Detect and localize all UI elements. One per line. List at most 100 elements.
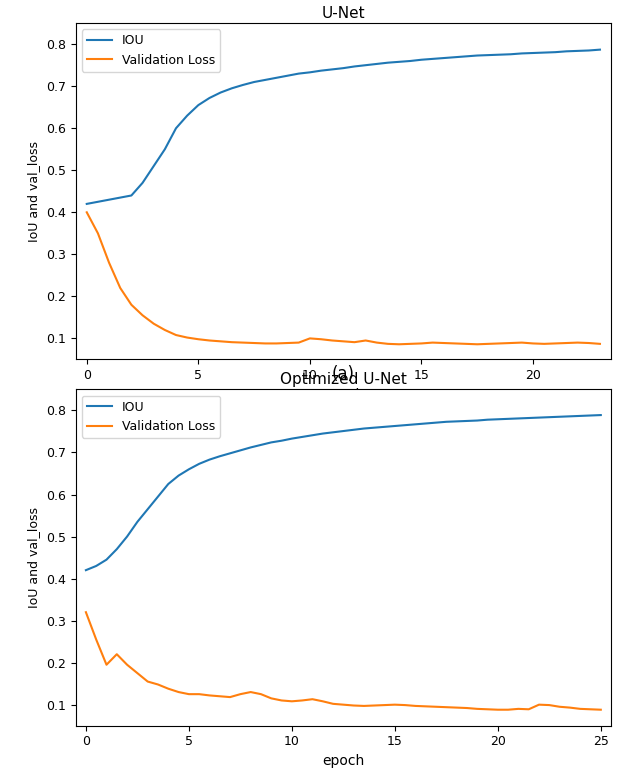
IOU — [597, 411, 605, 420]
IOU — [462, 52, 470, 61]
IOU — [384, 58, 392, 67]
Validation Loss — [596, 339, 604, 348]
IOU — [563, 46, 570, 56]
IOU — [453, 417, 461, 426]
Validation Loss — [484, 339, 492, 348]
Validation Loss — [318, 334, 325, 344]
Validation Loss — [451, 339, 459, 348]
IOU — [228, 83, 236, 93]
Validation Loss — [597, 705, 605, 714]
IOU — [161, 144, 169, 154]
Y-axis label: IoU and val_loss: IoU and val_loss — [27, 507, 40, 608]
Validation Loss — [529, 339, 537, 348]
Validation Loss — [563, 338, 570, 347]
Validation Loss — [183, 333, 191, 342]
Legend: IOU, Validation Loss: IOU, Validation Loss — [82, 396, 220, 438]
Validation Loss — [474, 340, 481, 349]
Validation Loss — [150, 319, 158, 328]
IOU — [139, 178, 146, 188]
Validation Loss — [273, 339, 280, 348]
Text: (a): (a) — [332, 365, 355, 384]
Validation Loss — [237, 689, 244, 699]
IOU — [82, 566, 89, 575]
Validation Loss — [551, 339, 559, 348]
Validation Loss — [239, 338, 247, 347]
Validation Loss — [373, 338, 381, 347]
IOU — [418, 55, 425, 64]
Validation Loss — [518, 338, 525, 347]
IOU — [518, 49, 525, 58]
IOU — [373, 59, 381, 69]
Validation Loss — [195, 689, 203, 699]
Validation Loss — [351, 337, 358, 347]
IOU — [117, 193, 124, 202]
IOU — [83, 199, 91, 208]
IOU — [362, 60, 369, 69]
IOU — [250, 77, 258, 86]
Validation Loss — [429, 338, 437, 347]
IOU — [195, 459, 203, 469]
Validation Loss — [418, 339, 425, 348]
IOU — [551, 48, 559, 57]
Validation Loss — [541, 339, 548, 348]
Validation Loss — [406, 339, 414, 348]
IOU — [541, 48, 548, 57]
IOU — [351, 62, 358, 71]
Validation Loss — [362, 336, 369, 345]
IOU — [306, 68, 314, 77]
IOU — [406, 56, 414, 66]
Line: IOU: IOU — [86, 415, 601, 571]
Validation Loss — [328, 336, 336, 345]
Validation Loss — [340, 337, 347, 346]
Title: U-Net: U-Net — [321, 5, 365, 21]
Validation Loss — [247, 687, 255, 696]
Validation Loss — [284, 338, 291, 347]
Line: IOU: IOU — [87, 49, 600, 204]
Validation Loss — [205, 336, 213, 345]
IOU — [239, 80, 247, 90]
IOU — [587, 411, 594, 420]
Validation Loss — [217, 337, 224, 346]
IOU — [94, 197, 101, 206]
IOU — [484, 50, 492, 59]
Validation Loss — [82, 608, 89, 617]
IOU — [183, 111, 191, 120]
IOU — [217, 88, 224, 97]
IOU — [247, 443, 255, 452]
IOU — [205, 93, 213, 103]
IOU — [105, 195, 113, 205]
Validation Loss — [507, 338, 515, 347]
Line: Validation Loss: Validation Loss — [87, 212, 600, 344]
Validation Loss — [306, 334, 314, 343]
IOU — [529, 49, 537, 58]
IOU — [440, 53, 447, 63]
Validation Loss — [440, 338, 447, 347]
IOU — [474, 51, 481, 60]
Title: Optimized U-Net: Optimized U-Net — [280, 372, 407, 387]
IOU — [396, 57, 403, 66]
X-axis label: epoch: epoch — [322, 388, 365, 401]
IOU — [507, 49, 515, 59]
Validation Loss — [462, 339, 470, 348]
X-axis label: epoch: epoch — [322, 754, 365, 768]
Validation Loss — [574, 338, 581, 347]
IOU — [574, 46, 581, 56]
IOU — [340, 63, 347, 73]
Validation Loss — [396, 340, 403, 349]
IOU — [328, 65, 336, 74]
Validation Loss — [585, 338, 593, 347]
IOU — [585, 46, 593, 55]
Validation Loss — [496, 339, 503, 348]
IOU — [284, 71, 291, 80]
Validation Loss — [422, 702, 430, 711]
IOU — [128, 191, 135, 200]
IOU — [318, 66, 325, 76]
IOU — [422, 419, 430, 428]
Validation Loss — [117, 283, 124, 293]
IOU — [273, 73, 280, 83]
Validation Loss — [494, 705, 501, 714]
Validation Loss — [587, 705, 594, 714]
IOU — [295, 69, 302, 78]
IOU — [496, 50, 503, 59]
Validation Loss — [161, 325, 169, 334]
